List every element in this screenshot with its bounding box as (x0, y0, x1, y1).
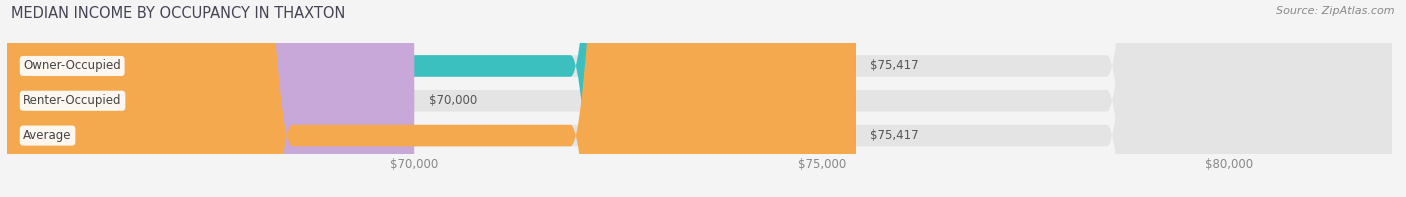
Text: MEDIAN INCOME BY OCCUPANCY IN THAXTON: MEDIAN INCOME BY OCCUPANCY IN THAXTON (11, 6, 346, 21)
Text: $70,000: $70,000 (429, 94, 477, 107)
Text: Owner-Occupied: Owner-Occupied (24, 59, 121, 72)
Text: $75,417: $75,417 (870, 59, 920, 72)
FancyBboxPatch shape (7, 0, 1392, 197)
FancyBboxPatch shape (7, 0, 415, 197)
Text: Source: ZipAtlas.com: Source: ZipAtlas.com (1277, 6, 1395, 16)
Text: Average: Average (24, 129, 72, 142)
FancyBboxPatch shape (7, 0, 1392, 197)
FancyBboxPatch shape (7, 0, 856, 197)
Text: $75,417: $75,417 (870, 129, 920, 142)
FancyBboxPatch shape (7, 0, 856, 197)
Text: Renter-Occupied: Renter-Occupied (24, 94, 122, 107)
FancyBboxPatch shape (7, 0, 1392, 197)
